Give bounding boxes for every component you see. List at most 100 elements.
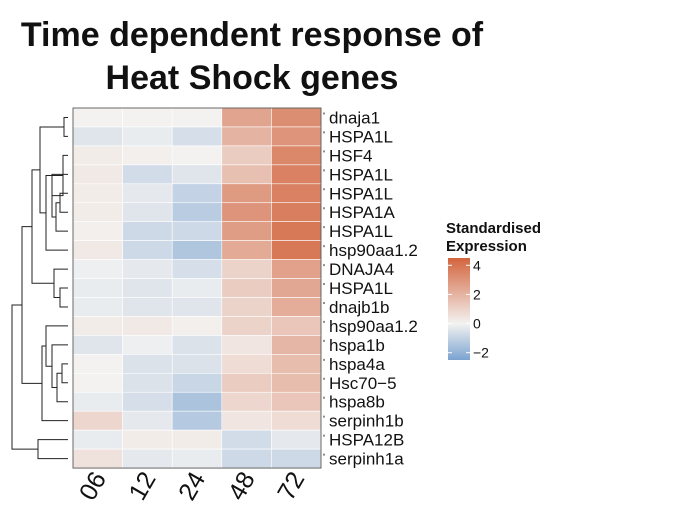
heatmap-cell [122, 202, 173, 223]
legend-tick-label: −2 [473, 345, 489, 361]
heatmap-cell [171, 126, 223, 147]
dendrogram-branch [53, 268, 68, 298]
heatmap-cell [122, 335, 173, 355]
heatmap-cell [72, 372, 123, 393]
heatmap-cell [221, 410, 272, 431]
heatmap-cell [271, 335, 322, 355]
chart-title-line-1: Time dependent response of [21, 16, 484, 54]
heatmap-cell [221, 316, 272, 336]
heatmap-cell [221, 372, 272, 393]
heatmap-cell [271, 278, 322, 298]
row-label: HSPA1L [329, 165, 393, 184]
row-label: HSF4 [329, 146, 372, 165]
heatmap-cell [171, 448, 223, 469]
row-dendrogram [11, 116, 68, 460]
heatmap-cell [271, 202, 322, 223]
heatmap-cell [72, 126, 123, 147]
heatmap-cell [271, 259, 322, 279]
row-label: DNAJA4 [329, 260, 394, 279]
heatmap-cell [221, 297, 272, 317]
dendrogram-branch [61, 363, 68, 384]
heatmap-cell [171, 410, 223, 431]
row-label: HSPA12B [329, 431, 404, 450]
heatmap-cell [171, 429, 223, 450]
heatmap-cell [122, 354, 173, 374]
legend-tick-label: 2 [473, 286, 481, 302]
heatmap-cell [72, 240, 123, 260]
row-label: hsp90aa1.2 [329, 241, 418, 260]
legend-tick-label: 0 [473, 316, 481, 332]
row-labels: dnaja1HSPA1LHSF4HSPA1LHSPA1LHSPA1AHSPA1L… [323, 108, 418, 469]
heatmap-cell [171, 202, 223, 223]
heatmap-cell [171, 164, 223, 185]
heatmap-cell [72, 278, 123, 298]
legend-title-line-2: Expression [446, 238, 527, 255]
heatmap-cell [72, 448, 123, 469]
dendrogram-branch [37, 439, 68, 460]
heatmap-cell [171, 221, 223, 241]
heatmap-cell [72, 391, 123, 412]
heatmap-cell [171, 278, 223, 298]
row-label: HSPA1L [329, 184, 393, 203]
heatmap-cell [72, 354, 123, 374]
heatmap-cell [271, 126, 322, 147]
column-label: 24 [173, 467, 211, 505]
heatmap-cell [122, 164, 173, 185]
heatmap-cell [122, 278, 173, 298]
row-label: hspa8b [329, 393, 385, 412]
heatmap-cell [221, 240, 272, 260]
heatmap-cell [271, 391, 322, 412]
heatmap-cell [221, 429, 272, 450]
heatmap-cell [271, 297, 322, 317]
heatmap-cell [221, 259, 272, 279]
heatmap-cell [271, 164, 322, 185]
heatmap-cell [122, 297, 173, 317]
heatmap-cell [221, 221, 272, 241]
heatmap-cell [221, 391, 272, 412]
heatmap-cell [271, 221, 322, 241]
dendrogram-branch [63, 116, 68, 137]
heatmap-cell [171, 259, 223, 279]
heatmap-cell [72, 297, 123, 317]
heatmap-cell [221, 164, 272, 185]
heatmap-cell [72, 335, 123, 355]
dendrogram-branch [31, 169, 54, 284]
heatmap-cell [72, 259, 123, 279]
column-label: 72 [272, 467, 310, 505]
heatmap-cell [271, 354, 322, 374]
heatmap-cell [271, 448, 322, 469]
heatmap-cell [122, 107, 173, 128]
heatmap-cell [122, 391, 173, 412]
legend-ticks: 4 2 0 −2 [448, 257, 489, 361]
row-label: HSPA1L [329, 222, 393, 241]
heatmap-cell [171, 391, 223, 412]
heatmap-cell [271, 183, 322, 204]
heatmap-cell [122, 372, 173, 393]
chart-title-line-2: Heat Shock genes [106, 59, 399, 97]
heatmap-cell [221, 126, 272, 147]
row-label: Hsc70−5 [329, 374, 397, 393]
row-label: serpinh1b [329, 412, 404, 431]
heatmap-cell [72, 202, 123, 223]
heatmap-cell [271, 145, 322, 166]
heatmap-cell [171, 145, 223, 166]
heatmap-cells [72, 107, 322, 469]
heatmap-cell [171, 183, 223, 204]
heatmap-cell [72, 316, 123, 336]
heatmap-cell [171, 316, 223, 336]
heatmap-cell [171, 372, 223, 393]
heatmap-cell [221, 448, 272, 469]
heatmap-cell [221, 202, 272, 223]
dendrogram-branch [45, 175, 68, 251]
heatmap-cell [122, 240, 173, 260]
heatmap-cell [122, 429, 173, 450]
heatmap-cell [72, 164, 123, 185]
heatmap-cell [72, 410, 123, 431]
heatmap-cell [122, 448, 173, 469]
legend-tick-label: 4 [473, 257, 481, 273]
heatmap-border [72, 107, 322, 469]
heatmap-cell [72, 221, 123, 241]
heatmap-cell [72, 145, 123, 166]
color-legend: Standardised Expression 4 2 0 −2 [446, 220, 541, 361]
legend-colorbar [448, 258, 470, 360]
